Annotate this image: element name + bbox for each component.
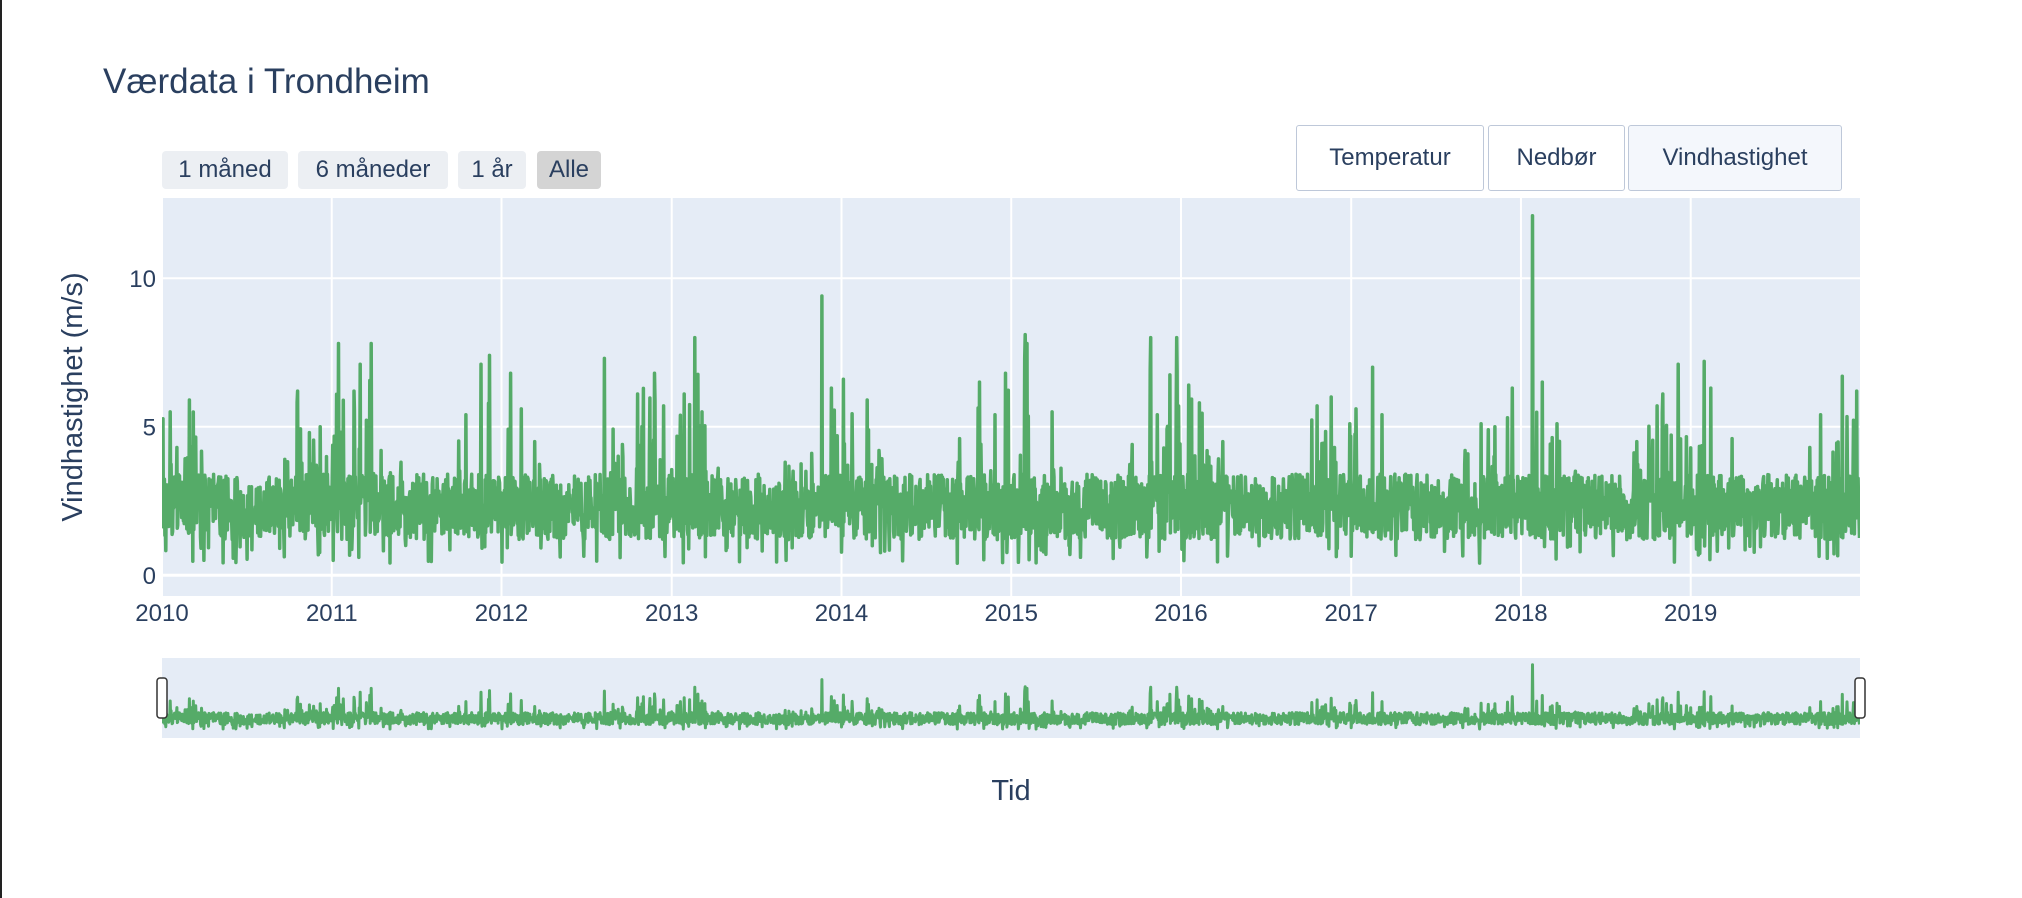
chart-title: Værdata i Trondheim — [103, 62, 430, 101]
x-tick-label: 2012 — [475, 600, 528, 627]
x-axis-title: Tid — [991, 775, 1030, 807]
range-button-6-months[interactable]: 6 måneder — [298, 151, 448, 189]
window-border — [0, 0, 2, 898]
x-tick-label: 2010 — [135, 600, 188, 627]
range-slider[interactable] — [162, 658, 1860, 738]
x-tick-label: 2016 — [1154, 600, 1207, 627]
x-tick-label: 2019 — [1664, 600, 1717, 627]
x-tick-label: 2017 — [1325, 600, 1378, 627]
range-slider-line — [162, 663, 1860, 731]
range-button-1-month[interactable]: 1 måned — [162, 151, 288, 189]
axis-ticks: 2010 2011 2012 2013 2014 2015 2016 2017 2018 2019… — [129, 266, 1717, 627]
range-slider-handle-left[interactable] — [156, 677, 168, 719]
x-tick-label: 2013 — [645, 600, 698, 627]
range-button-1-year[interactable]: 1 år — [458, 151, 526, 189]
range-slider-handle-right[interactable] — [1854, 677, 1866, 719]
menu-button-vindhastighet[interactable]: Vindhastighet — [1628, 125, 1842, 191]
y-tick-label: 0 — [143, 563, 156, 590]
menu-button-nedbor[interactable]: Nedbør — [1488, 125, 1625, 191]
y-tick-label: 5 — [143, 415, 156, 442]
x-tick-label: 2018 — [1494, 600, 1547, 627]
y-tick-label: 10 — [129, 266, 156, 293]
x-tick-label: 2015 — [985, 600, 1038, 627]
range-button-all[interactable]: Alle — [537, 151, 601, 189]
y-axis-title: Vindhastighet (m/s) — [57, 272, 89, 521]
wind-speed-line — [162, 214, 1860, 566]
menu-button-temperatur[interactable]: Temperatur — [1296, 125, 1484, 191]
x-tick-label: 2011 — [306, 600, 358, 627]
x-tick-label: 2014 — [815, 600, 868, 627]
